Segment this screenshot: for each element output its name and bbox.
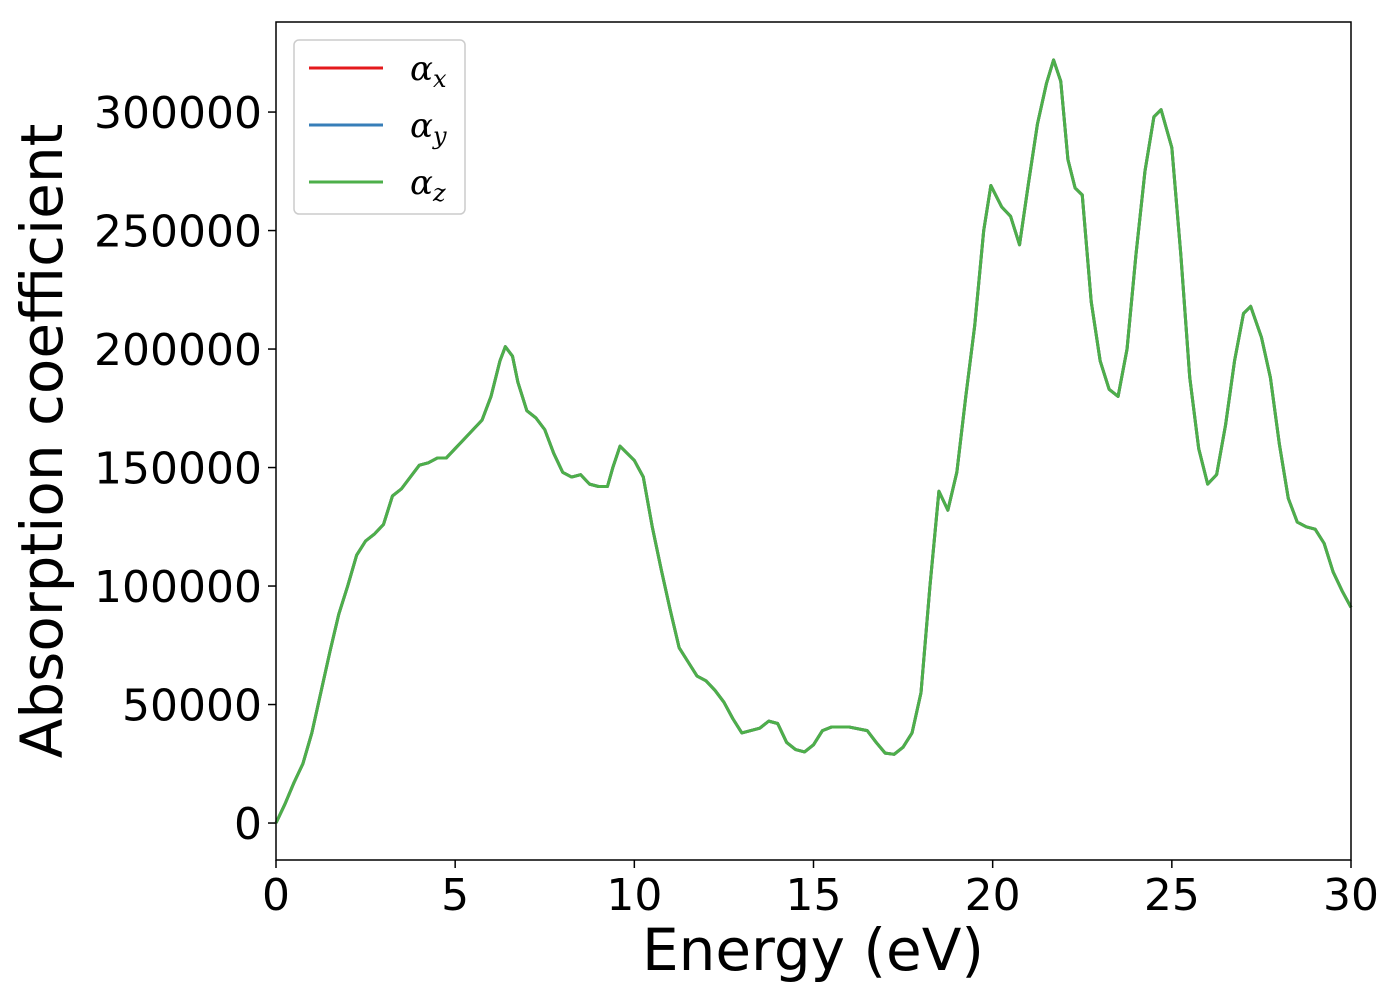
legend: αx αy αz [293,39,466,215]
plot-frame [275,21,1352,861]
y-tick-label: 0 [234,799,262,850]
legend-box [293,39,466,215]
x-tick-label: 0 [262,870,290,921]
legend-label: αy [410,106,447,150]
x-tick-label: 30 [1323,870,1379,921]
x-tick-label: 5 [441,870,469,921]
x-tick-label: 10 [606,870,662,921]
y-axis-label: Absorption coefficient [8,124,76,759]
y-tick-label: 150000 [94,444,262,495]
series-line [274,58,1353,824]
legend-label: αx [410,49,447,93]
y-tick-label: 100000 [94,562,262,613]
y-tick-label: 250000 [94,207,262,258]
y-tick-label: 50000 [122,681,262,732]
x-axis-label: Energy (eV) [642,916,984,984]
x-tick-label: 20 [965,870,1021,921]
y-tick-label: 200000 [94,325,262,376]
legend-label: αz [410,163,446,207]
y-tick-label: 300000 [94,88,262,139]
x-tick-label: 25 [1144,870,1200,921]
x-tick-label: 15 [786,870,842,921]
